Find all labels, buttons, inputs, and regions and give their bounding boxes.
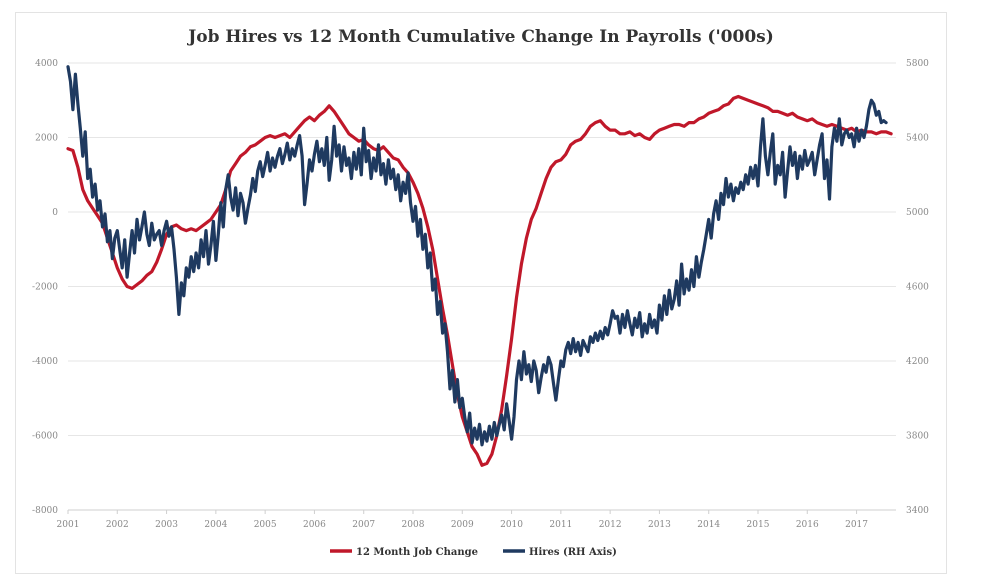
x-axis-tick-label: 2010 <box>500 520 523 530</box>
right-axis-tick-label: 4600 <box>906 283 929 293</box>
right-axis-tick-label: 5400 <box>906 134 929 144</box>
chart-svg: 4000 2000 0 -2000 -4000 -6000 -8000 5800 5400 500… <box>32 59 929 558</box>
x-axis-tick-label: 2016 <box>796 520 819 530</box>
chart-frame: Job Hires vs 12 Month Cumulative Change … <box>15 12 947 574</box>
right-axis-tick-label: 4200 <box>906 357 929 367</box>
x-axis-tick-label: 2002 <box>106 520 129 530</box>
left-axis-tick-label: -8000 <box>32 506 58 516</box>
x-axis-tick-label: 2004 <box>204 520 227 530</box>
x-axis-tick-label: 2005 <box>254 520 277 530</box>
x-axis-tick-label: 2007 <box>352 520 375 530</box>
left-axis-tick-label: -4000 <box>32 357 58 367</box>
x-axis-tick-label: 2014 <box>697 520 720 530</box>
right-axis-tick-label: 3400 <box>906 506 929 516</box>
left-axis-tick-label: 4000 <box>35 59 58 69</box>
left-axis-tick-label: 2000 <box>35 134 58 144</box>
right-axis-tick-label: 5000 <box>906 208 929 218</box>
x-axis-tick-label: 2013 <box>648 520 671 530</box>
x-axis-tick-label: 2006 <box>303 520 326 530</box>
x-axis-tick-label: 2008 <box>402 520 425 530</box>
x-axis-tick-label: 2012 <box>599 520 622 530</box>
x-axis-tick-label: 2003 <box>155 520 178 530</box>
left-axis-tick-label: 0 <box>52 208 58 218</box>
x-axis-tick-label: 2017 <box>845 520 868 530</box>
chart-title: Job Hires vs 12 Month Cumulative Change … <box>188 27 774 47</box>
x-axis-tick-label: 2001 <box>57 520 80 530</box>
legend-item-hires-label: Hires (RH Axis) <box>529 547 617 558</box>
x-axis-tick-label: 2011 <box>549 520 572 530</box>
series-line-hires <box>66 65 888 447</box>
right-axis-tick-label: 3800 <box>906 432 929 442</box>
left-axis-tick-label: -2000 <box>32 283 58 293</box>
x-axis-tick-label: 2009 <box>451 520 474 530</box>
right-axis-tick-label: 5800 <box>906 59 929 69</box>
x-axis-tick-label: 2015 <box>747 520 770 530</box>
left-axis-tick-label: -6000 <box>32 432 58 442</box>
series-line-job-change <box>66 94 893 467</box>
legend-item-job-change-label: 12 Month Job Change <box>356 547 478 558</box>
